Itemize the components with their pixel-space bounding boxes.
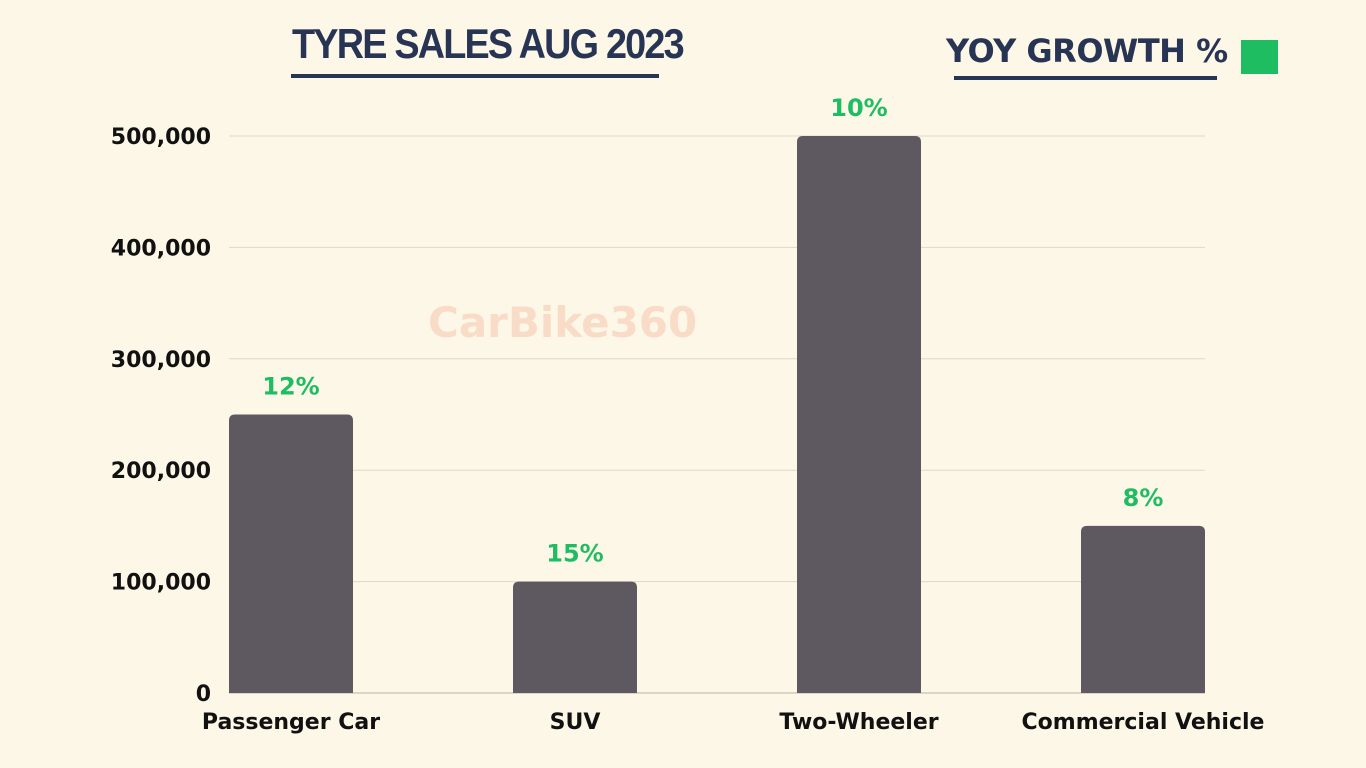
chart-title: TYRE SALES AUG 2023 <box>292 20 685 67</box>
legend-label: YOY GROWTH % <box>946 32 1228 70</box>
y-tick-labels: 0 100,000 200,000 300,000 400,000 500,000 <box>111 125 211 707</box>
y-tick-label: 0 <box>196 682 211 707</box>
data-label: 10% <box>830 94 887 122</box>
gridlines <box>229 135 1205 694</box>
watermark: CarBike360 <box>428 298 698 347</box>
y-tick-label: 300,000 <box>111 348 211 373</box>
title-underline <box>291 74 659 78</box>
data-label: 15% <box>546 540 603 568</box>
x-tick-labels: Passenger Car SUV Two-Wheeler Commercial Ve… <box>202 710 1265 735</box>
x-tick-label: SUV <box>550 710 601 735</box>
y-tick-label: 200,000 <box>111 459 211 484</box>
y-tick-label: 500,000 <box>111 125 211 150</box>
y-tick-label: 400,000 <box>111 236 211 261</box>
legend-underline <box>954 76 1217 80</box>
y-tick-label: 100,000 <box>111 571 211 596</box>
data-labels: 12% 15% 10% 8% <box>262 94 1163 568</box>
bars <box>229 136 1205 693</box>
legend-swatch <box>1241 40 1278 74</box>
x-tick-label: Passenger Car <box>202 710 380 735</box>
data-label: 12% <box>262 373 319 401</box>
data-label: 8% <box>1123 484 1164 512</box>
bar-suv <box>513 581 637 693</box>
bar-passenger-car <box>229 414 353 693</box>
bar-commercial-vehicle <box>1081 525 1205 693</box>
x-tick-label: Commercial Vehicle <box>1022 710 1265 735</box>
bar-two-wheeler <box>797 136 921 693</box>
x-tick-label: Two-Wheeler <box>779 710 938 735</box>
